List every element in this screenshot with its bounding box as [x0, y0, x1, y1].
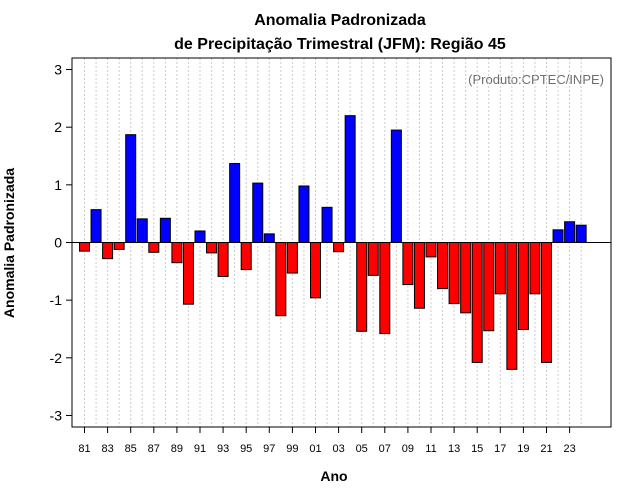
- bar-2016: [483, 242, 495, 332]
- bar-2018: [506, 242, 518, 370]
- bar-2024: [575, 224, 587, 243]
- bar-2006: [367, 242, 379, 276]
- bar-2020: [529, 242, 541, 295]
- bar-2004: [344, 115, 356, 243]
- bar-1985: [125, 134, 137, 243]
- x-tick-label: 95: [240, 443, 252, 455]
- x-tick-label: 93: [217, 443, 229, 455]
- y-tick-label: -1: [50, 292, 63, 308]
- x-tick-label: 21: [540, 443, 552, 455]
- x-tick-label: 17: [494, 443, 506, 455]
- bar-1986: [136, 218, 148, 243]
- bar-2017: [494, 242, 506, 295]
- x-tick-label: 89: [171, 443, 183, 455]
- bar-2012: [437, 242, 449, 290]
- bar-2000: [298, 185, 310, 243]
- x-tick-label: 19: [517, 443, 529, 455]
- y-axis-label: Anomalia Padronizada: [1, 168, 17, 318]
- bar-2023: [564, 221, 576, 243]
- bar-1984: [113, 242, 125, 250]
- bar-2002: [321, 206, 333, 243]
- bar-1982: [90, 209, 102, 244]
- bar-1981: [79, 242, 90, 252]
- bar-2009: [402, 242, 414, 286]
- x-tick-label: 81: [78, 443, 90, 455]
- chart-title-line1: Anomalia Padronizada: [254, 12, 426, 29]
- bar-2003: [333, 242, 345, 253]
- y-tick-label: -2: [50, 350, 63, 366]
- bar-2013: [448, 242, 460, 305]
- y-tick-label: 3: [54, 62, 62, 78]
- x-tick-label: 23: [563, 443, 575, 455]
- y-tick-label: 0: [54, 235, 62, 251]
- bar-1991: [194, 230, 206, 243]
- x-tick-label: 01: [309, 443, 321, 455]
- x-tick-label: 05: [356, 443, 368, 455]
- bar-1989: [171, 242, 183, 264]
- bar-1997: [263, 233, 275, 243]
- y-tick-label: -3: [50, 407, 63, 423]
- x-tick-label: 15: [471, 443, 483, 455]
- bars: [79, 115, 587, 370]
- x-tick-label: 03: [332, 443, 344, 455]
- y-tick-label: 2: [54, 119, 62, 135]
- bar-1990: [182, 242, 194, 305]
- x-tick-label: 85: [125, 443, 137, 455]
- x-tick-label: 11: [425, 443, 436, 455]
- x-tick-label: 13: [448, 443, 460, 455]
- y-tick-label: 1: [54, 177, 62, 193]
- bar-1988: [159, 217, 171, 244]
- bar-2011: [425, 242, 437, 258]
- bar-2019: [517, 242, 529, 331]
- bar-1987: [148, 242, 160, 253]
- bar-2022: [552, 229, 564, 244]
- bar-1999: [286, 242, 298, 274]
- bar-1994: [229, 163, 241, 243]
- x-tick-label: 97: [263, 443, 275, 455]
- bar-1983: [102, 242, 114, 260]
- x-tick-label: 07: [379, 443, 391, 455]
- bar-2001: [310, 242, 321, 299]
- bar-2021: [541, 242, 552, 363]
- bar-2008: [390, 129, 402, 243]
- bar-1998: [275, 242, 287, 317]
- x-tick-label: 09: [402, 443, 414, 455]
- x-tick-label: 87: [148, 443, 160, 455]
- chart-title-line2: de Precipitação Trimestral (JFM): Região…: [174, 36, 506, 53]
- x-tick-label: 99: [286, 443, 298, 455]
- bar-2007: [379, 242, 391, 335]
- bar-2015: [471, 242, 483, 363]
- x-tick-label: 83: [101, 443, 113, 455]
- bar-2005: [356, 242, 368, 332]
- x-tick-label: 91: [194, 443, 206, 455]
- bar-2010: [413, 242, 425, 309]
- bar-1993: [217, 242, 229, 278]
- bar-2014: [460, 242, 472, 314]
- bar-1995: [240, 242, 252, 271]
- x-axis-label: Ano: [320, 468, 347, 484]
- bar-1996: [252, 182, 264, 243]
- bar-1992: [206, 242, 218, 254]
